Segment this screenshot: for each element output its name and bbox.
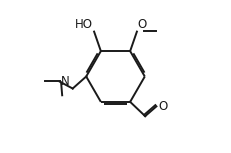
Text: HO: HO <box>75 18 93 31</box>
Text: O: O <box>138 18 147 31</box>
Text: O: O <box>158 100 167 113</box>
Text: N: N <box>61 75 70 88</box>
